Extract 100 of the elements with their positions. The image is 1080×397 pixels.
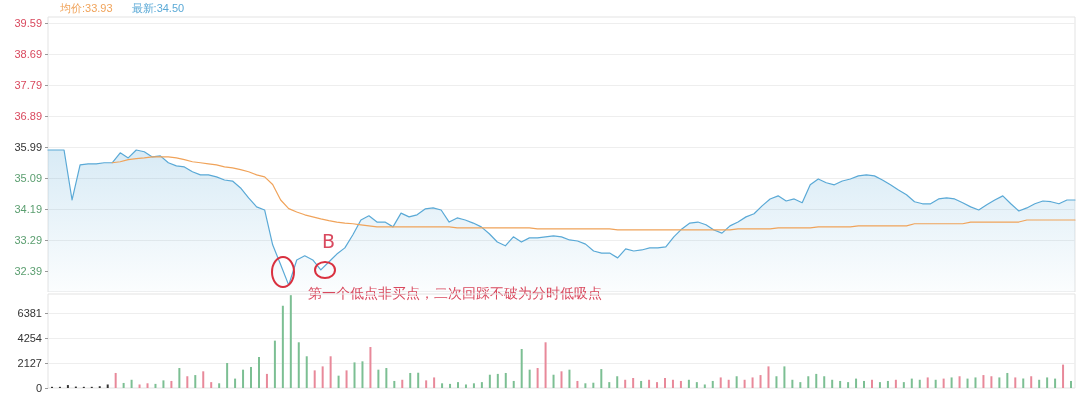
y-tick-label: 36.89: [14, 109, 42, 122]
bar: [1030, 376, 1033, 388]
bar: [401, 379, 404, 388]
bar: [393, 380, 396, 388]
bar: [250, 366, 253, 388]
bar: [170, 380, 173, 388]
bar: [345, 370, 348, 388]
bar: [767, 366, 770, 388]
bar: [321, 366, 324, 388]
bar: [926, 377, 929, 388]
bar: [353, 362, 356, 388]
bar: [584, 383, 587, 388]
bar: [656, 382, 659, 388]
y-tick-label: 39.59: [14, 16, 42, 29]
bar: [807, 376, 810, 388]
bar: [1006, 372, 1009, 388]
y-tick-label: 32.39: [14, 264, 42, 277]
bar: [1046, 377, 1049, 388]
bar: [234, 378, 237, 388]
bar: [265, 373, 268, 388]
bar: [472, 383, 475, 388]
bar: [823, 376, 826, 388]
line-series: [111, 156, 1076, 231]
bar: [257, 356, 260, 388]
bar: [934, 379, 937, 388]
bar: [369, 346, 372, 388]
bar: [608, 382, 611, 388]
bar: [679, 380, 682, 388]
bar: [361, 361, 364, 388]
bar: [154, 383, 157, 388]
bar: [886, 380, 889, 388]
bar: [624, 379, 627, 388]
bar: [783, 366, 786, 388]
annotation: 第一个低点非买点，二次回踩不破为分时低吸点: [308, 285, 602, 303]
bar: [552, 374, 555, 388]
bar: [457, 382, 459, 388]
bar: [560, 371, 563, 388]
y-tick-label: 35.99: [14, 140, 42, 153]
bar: [791, 379, 794, 388]
bar: [719, 377, 722, 388]
bar: [759, 375, 762, 388]
bar: [1014, 377, 1017, 388]
bar: [600, 369, 603, 388]
bar: [130, 379, 133, 388]
bar: [1054, 378, 1057, 388]
bar: [186, 376, 189, 388]
bar: [839, 380, 842, 388]
bar: [664, 378, 666, 388]
bar: [799, 382, 802, 388]
text: 最新:34.50: [131, 1, 185, 14]
bar: [855, 378, 858, 388]
bar: [568, 369, 571, 388]
bar: [337, 375, 340, 388]
bar: [146, 383, 149, 388]
bar: [743, 379, 746, 388]
bar: [480, 382, 483, 388]
bar: [998, 377, 1001, 388]
bar: [950, 377, 953, 388]
bar: [616, 376, 619, 388]
bar: [1070, 380, 1073, 388]
bar: [226, 362, 229, 388]
bar: [640, 380, 643, 388]
y-tick-label: 4254: [17, 332, 42, 345]
bar: [1022, 378, 1025, 388]
bar: [592, 382, 595, 388]
bar: [273, 340, 276, 388]
bar: [377, 369, 380, 388]
bar: [313, 370, 316, 388]
bar: [385, 368, 388, 388]
bar: [751, 377, 754, 388]
bar: [66, 385, 69, 388]
bar: [202, 371, 205, 388]
bar: [305, 356, 308, 388]
bar: [106, 384, 109, 388]
bar: [576, 380, 579, 388]
bar: [870, 379, 873, 388]
bar: [194, 375, 197, 388]
y-tick-label: 34.19: [14, 202, 42, 215]
bar: [464, 384, 467, 388]
bar: [281, 305, 284, 388]
bar: [687, 379, 690, 388]
annotation: B: [322, 230, 336, 252]
bar: [632, 378, 635, 388]
bar: [504, 372, 507, 388]
bar: [417, 372, 420, 388]
bar: [918, 379, 921, 388]
bar: [496, 373, 499, 388]
y-tick-label: 38.69: [14, 47, 42, 60]
bar: [863, 380, 866, 388]
bar: [966, 378, 969, 388]
bar: [831, 379, 834, 388]
bar: [775, 376, 778, 388]
bar: [441, 383, 444, 388]
bar: [409, 372, 412, 388]
bar: [974, 377, 977, 388]
bar: [878, 382, 881, 388]
bar: [449, 383, 452, 388]
bar: [1038, 379, 1041, 388]
bar: [329, 356, 332, 388]
bar: [433, 377, 436, 388]
